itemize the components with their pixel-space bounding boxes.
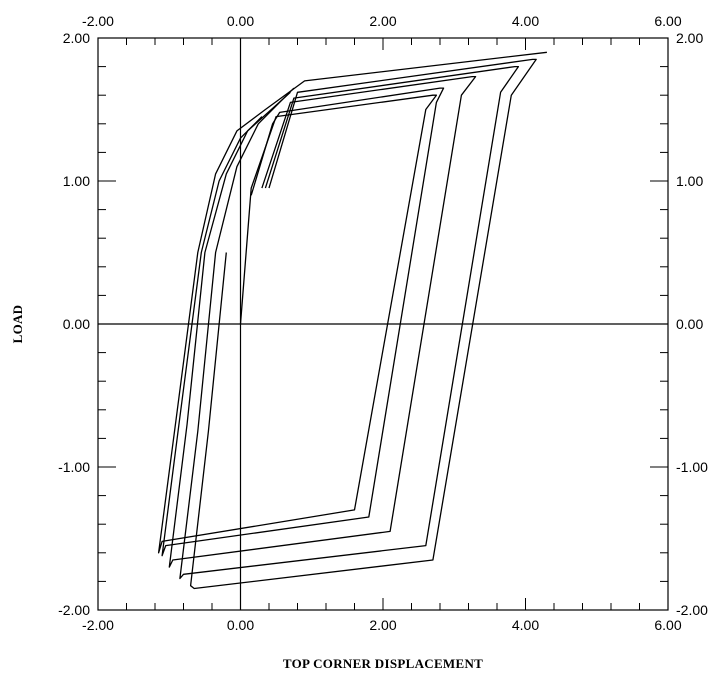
y-tick-label-left: -2.00 bbox=[58, 602, 90, 618]
tick-labels: -2.00-2.000.000.002.002.004.004.006.006.… bbox=[58, 13, 708, 633]
y-tick-label-right: -2.00 bbox=[676, 602, 708, 618]
hysteresis-loop-1 bbox=[157, 51, 547, 554]
y-tick-label-right: 0.00 bbox=[676, 316, 703, 332]
hysteresis-loop-3 bbox=[168, 75, 477, 568]
y-tick-label-left: 2.00 bbox=[63, 30, 90, 46]
hysteresis-curves bbox=[157, 51, 547, 590]
plot-frame bbox=[97, 37, 669, 611]
x-tick-label-top: -2.00 bbox=[82, 13, 114, 29]
y-tick-label-right: 2.00 bbox=[676, 30, 703, 46]
y-tick-label-left: 0.00 bbox=[63, 316, 90, 332]
x-tick-label-bottom: 4.00 bbox=[512, 617, 539, 633]
y-tick-label-right: 1.00 bbox=[676, 173, 703, 189]
zero-lines bbox=[98, 38, 668, 610]
y-axis-title: LOAD bbox=[10, 305, 25, 344]
y-tick-label-left: 1.00 bbox=[63, 173, 90, 189]
x-tick-label-bottom: -2.00 bbox=[82, 617, 114, 633]
x-tick-label-top: 2.00 bbox=[369, 13, 396, 29]
x-tick-label-bottom: 2.00 bbox=[369, 617, 396, 633]
x-tick-label-bottom: 0.00 bbox=[227, 617, 254, 633]
y-tick-label-right: -1.00 bbox=[676, 459, 708, 475]
hysteresis-loop-5 bbox=[189, 58, 537, 590]
hysteresis-loop-4 bbox=[179, 65, 520, 580]
hysteresis-loop-2 bbox=[161, 87, 445, 557]
x-tick-label-top: 0.00 bbox=[227, 13, 254, 29]
x-tick-label-bottom: 6.00 bbox=[654, 617, 681, 633]
x-tick-label-top: 4.00 bbox=[512, 13, 539, 29]
x-axis-title: TOP CORNER DISPLACEMENT bbox=[283, 656, 483, 671]
y-tick-label-left: -1.00 bbox=[58, 459, 90, 475]
x-tick-label-top: 6.00 bbox=[654, 13, 681, 29]
